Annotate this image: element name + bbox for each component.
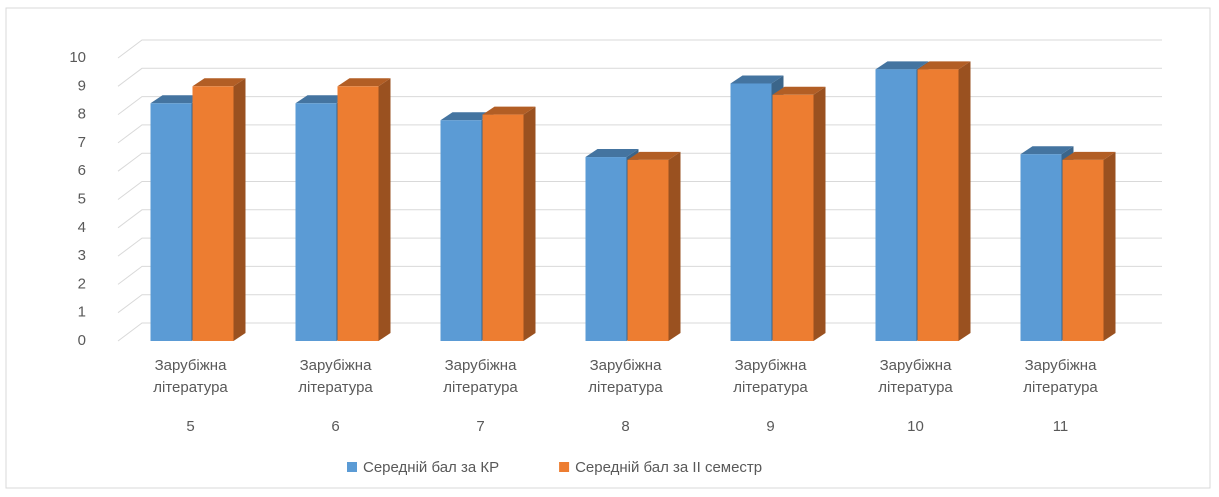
y-tick-label: 5 [78,190,86,207]
legend-label: Середній бал за КР [363,459,499,476]
x-tick-label: 9 [766,418,774,435]
bar-top [1062,151,1116,160]
bar [337,78,391,342]
bar-side [958,61,971,341]
y-tick-label: 10 [69,49,86,66]
x-tick-label: Зарубіжна [735,357,807,374]
bar-front [150,103,192,341]
x-tick-label: література [878,379,953,396]
x-tick-label: 5 [186,418,194,435]
y-tick-label: 3 [78,247,86,264]
bar-side [523,106,536,341]
bar-top [192,78,246,87]
y-tick-label: 1 [78,304,86,321]
bar [192,78,246,342]
bar-front [1062,159,1104,341]
bar-top [627,151,681,160]
bar-top [440,112,494,121]
legend-swatch [347,462,357,472]
bar-top [150,95,204,104]
bar-front [875,69,917,341]
y-tick-label: 6 [78,162,86,179]
x-tick-label: література [443,379,518,396]
x-tick-label: Зарубіжна [300,357,372,374]
bar-side [1103,151,1116,341]
x-tick-label: 7 [476,418,484,435]
y-tick-label: 0 [78,332,86,349]
bar-top [337,78,391,87]
x-tick-label: література [153,379,228,396]
x-tick-label: Зарубіжна [880,357,952,374]
legend-label: Середній бал за ІІ семестр [575,459,762,476]
bar-front [730,83,772,341]
x-tick-label: Зарубіжна [155,357,227,374]
bar-front [627,159,669,341]
grid-line [117,67,1162,87]
bar-front [1020,154,1062,341]
bar-top [875,61,929,70]
y-tick-label: 8 [78,106,86,123]
x-tick-label: Зарубіжна [1025,357,1097,374]
x-tick-label: 6 [331,418,339,435]
bar-side [378,78,391,342]
bar-side [668,151,681,341]
x-tick-label: література [588,379,663,396]
bar [1062,151,1116,341]
bar-front [917,69,959,341]
bar-side [813,86,826,341]
bar [482,106,536,341]
x-tick-label: 11 [1053,418,1069,435]
bar-front [337,86,379,341]
bar-top [482,106,536,115]
y-tick-label: 9 [78,77,86,94]
bar-front [772,94,814,341]
bar [772,86,826,341]
x-tick-label: Зарубіжна [445,357,517,374]
bar-front [440,120,482,341]
y-tick-label: 2 [78,275,86,292]
x-tick-label: Зарубіжна [590,357,662,374]
x-tick-label: література [733,379,808,396]
x-tick-label: 10 [907,418,924,435]
bar-front [295,103,337,341]
x-tick-label: література [1023,379,1098,396]
bar-top [295,95,349,104]
grid-line [117,39,1162,59]
bar [917,61,971,341]
bar-top [1020,146,1074,155]
bar-front [192,86,234,341]
bar-top [772,86,826,95]
bar-front [585,157,627,341]
legend-swatch [559,462,570,472]
x-tick-label: 8 [621,418,629,435]
bar-top [730,75,784,84]
bar-front [482,114,524,341]
bar-side [233,78,246,342]
x-tick-label: література [298,379,373,396]
bar [627,151,681,341]
bar-top [585,149,639,158]
y-tick-label: 4 [78,219,86,236]
bar-top [917,61,971,70]
y-tick-label: 7 [78,134,86,151]
